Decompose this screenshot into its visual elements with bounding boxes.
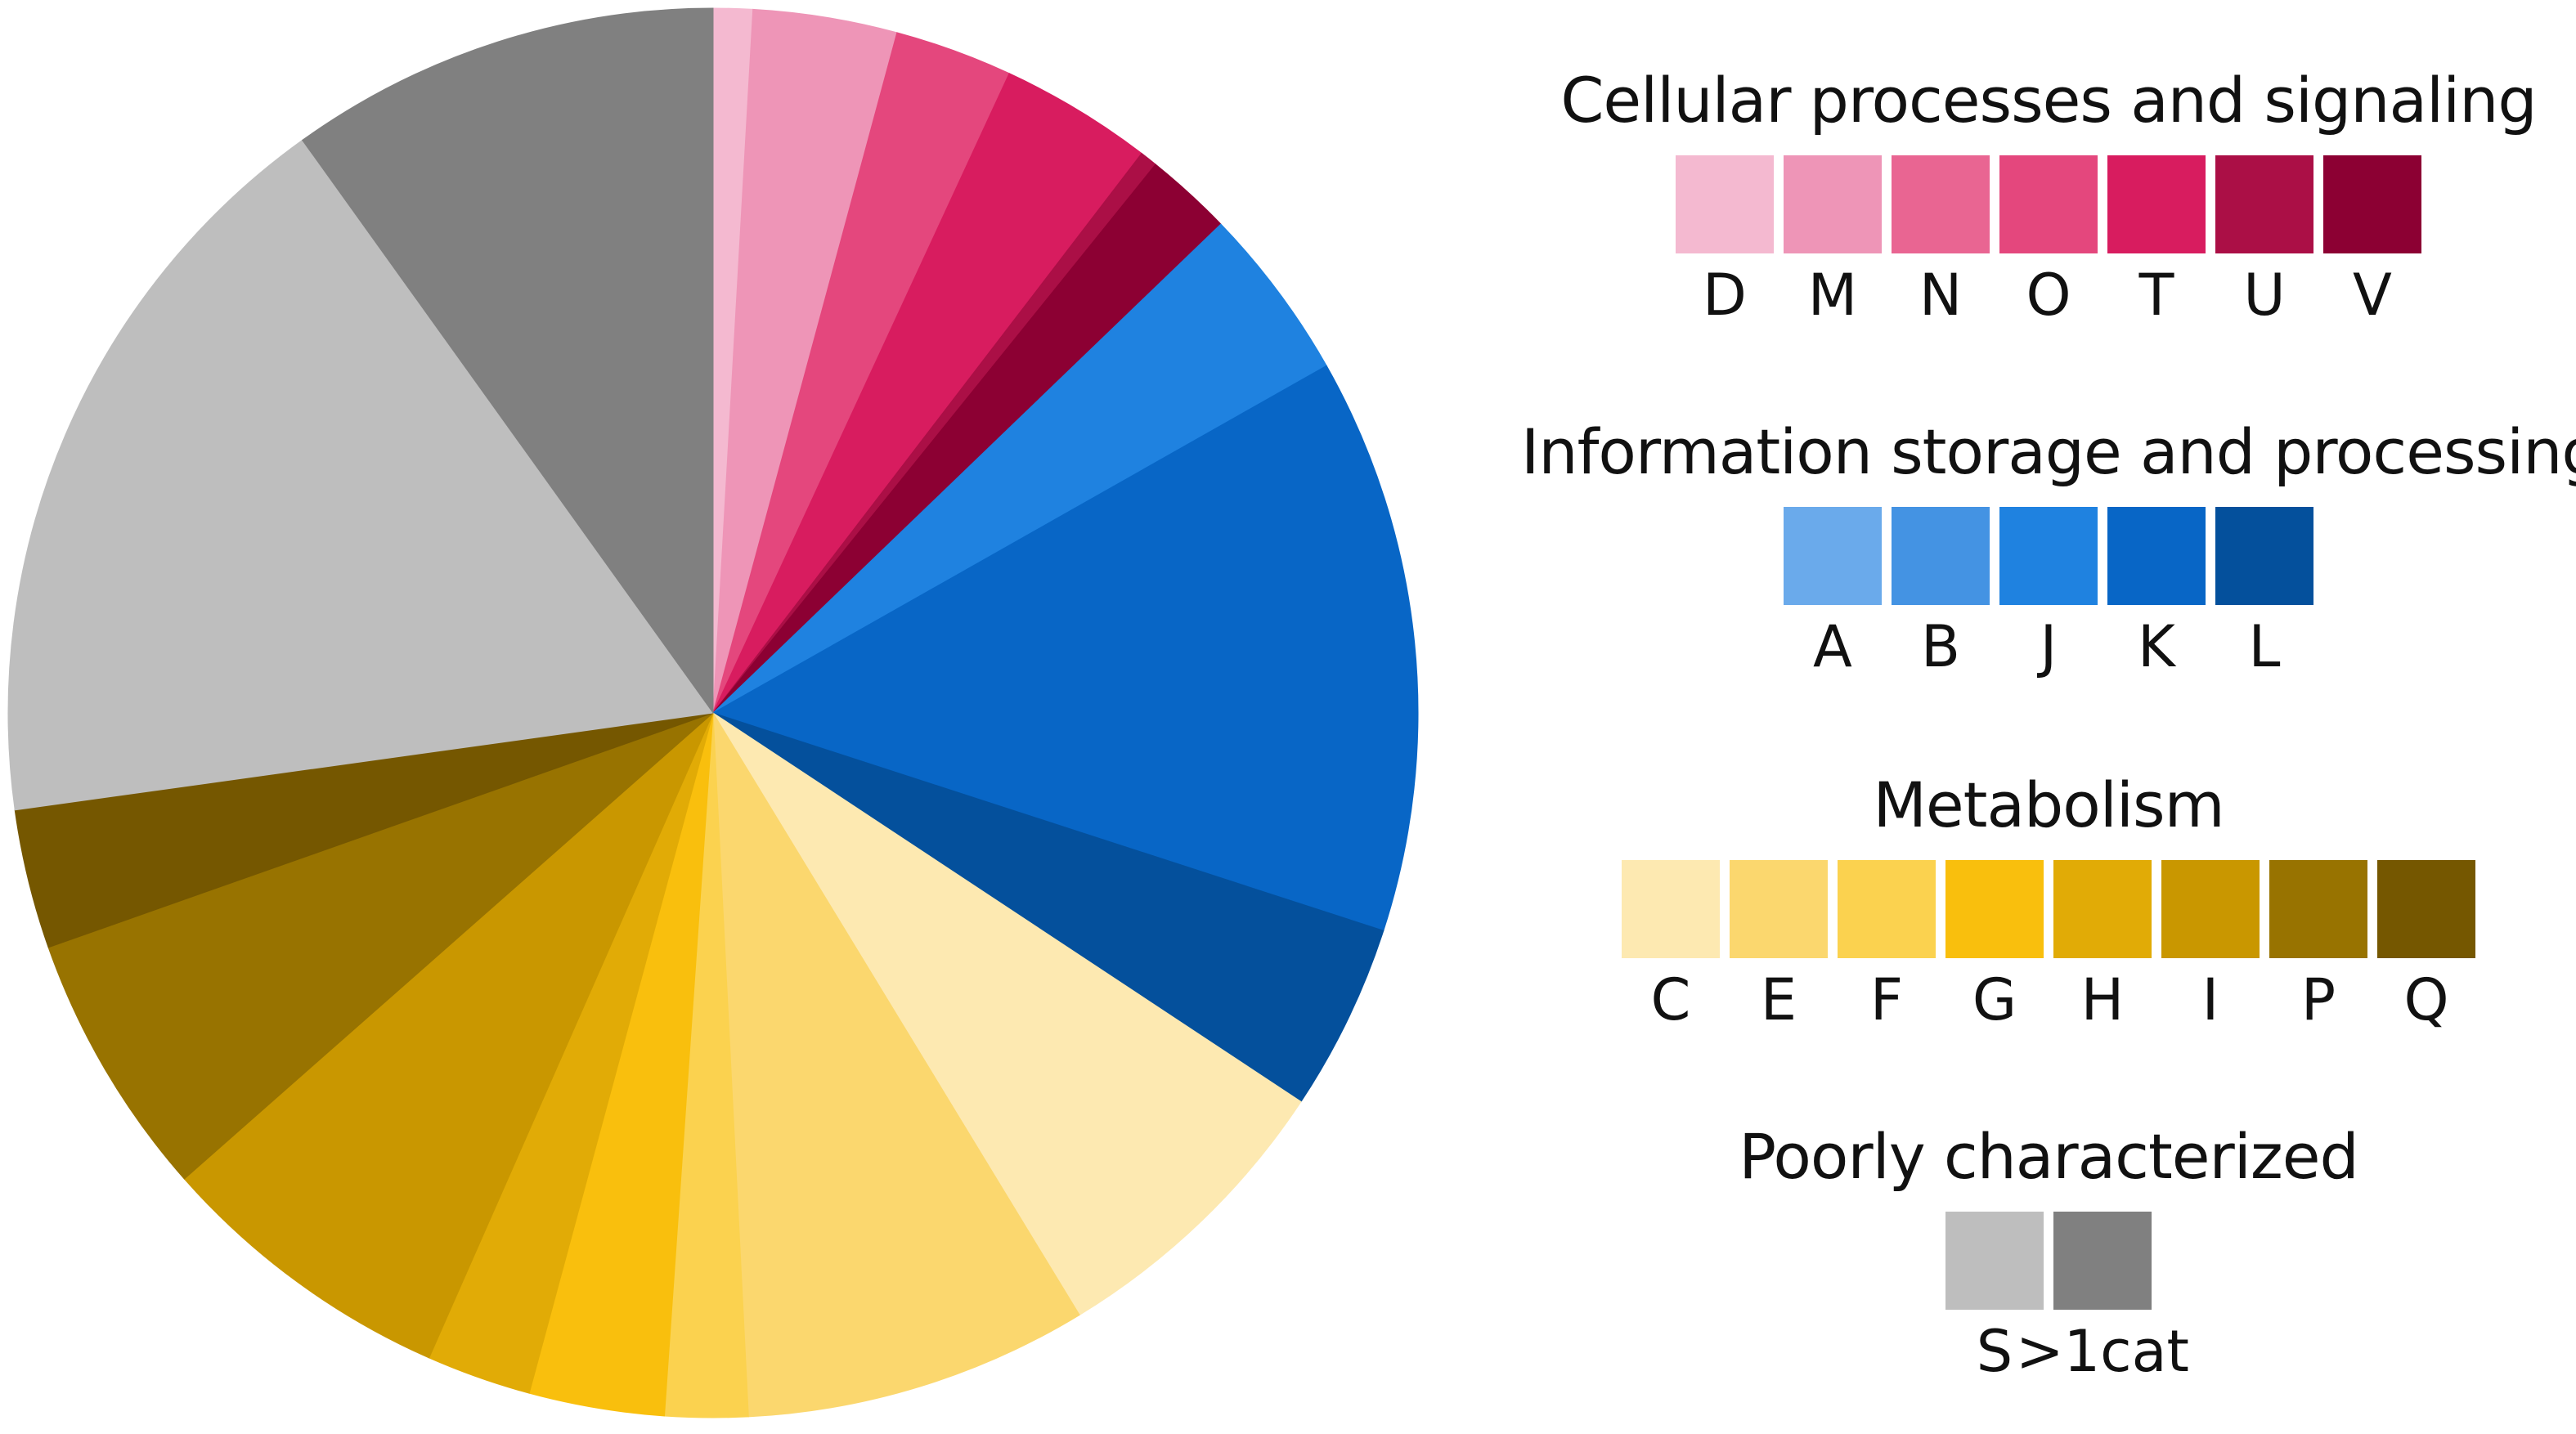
legend-swatch-o	[1999, 155, 2098, 253]
legend-item-b: B	[1892, 507, 1990, 680]
pie-slice-e	[712, 712, 1080, 1418]
legend-swatch-1cat	[2053, 1212, 2152, 1310]
pie-slice-p	[47, 712, 714, 1180]
legend-swatch-a	[1784, 507, 1882, 605]
legend-item-t: T	[2107, 155, 2206, 329]
legend-swatch-l	[2215, 507, 2313, 605]
legend-label: N	[1919, 262, 1963, 329]
legend-label: I	[2201, 966, 2219, 1033]
legend-swatch-row: S >1cat	[1521, 1212, 2576, 1385]
legend-item-a: A	[1784, 507, 1882, 680]
legend-label: O	[2026, 262, 2071, 329]
legend-label: T	[2138, 262, 2174, 329]
legend-label: D	[1703, 262, 1747, 329]
legend-item-q: Q	[2377, 860, 2475, 1033]
legend-swatch-b	[1892, 507, 1990, 605]
legend-item-m: M	[1784, 155, 1882, 329]
legend-item-u: U	[2215, 155, 2313, 329]
pie-slice-s	[7, 139, 714, 811]
pie-slice-c	[712, 712, 1302, 1316]
legend-label: U	[2243, 262, 2286, 329]
legend-label: G	[1972, 966, 2017, 1033]
legend-label: L	[2248, 613, 2281, 680]
legend-group-information: Information storage and processing A B J K L	[1521, 415, 2576, 680]
legend-item-d: D	[1676, 155, 1774, 329]
legend-swatch-n	[1892, 155, 1990, 253]
legend-label: B	[1920, 613, 1961, 680]
pie-slice-i	[183, 712, 714, 1359]
legend-swatch-j	[1999, 507, 2098, 605]
legend-item-f: F	[1838, 860, 1936, 1033]
pie-slice-1cat	[302, 7, 714, 715]
legend-swatch-c	[1622, 860, 1720, 958]
legend-item-c: C	[1622, 860, 1720, 1033]
legend-item-v: V	[2323, 155, 2421, 329]
legend-swatch-i	[2161, 860, 2260, 958]
legend-label: K	[2138, 613, 2175, 680]
legend-swatch-q	[2377, 860, 2475, 958]
legend-item-s: S	[1945, 1212, 2044, 1385]
legend-item-p: P	[2269, 860, 2367, 1033]
legend-label: V	[2353, 262, 2392, 329]
legend-swatch-s	[1945, 1212, 2044, 1310]
legend-label: P	[2300, 966, 2336, 1033]
legend-swatch-v	[2323, 155, 2421, 253]
legend-title: Poorly characterized	[1739, 1120, 2359, 1193]
legend-label: Q	[2403, 966, 2449, 1033]
legend-item-1cat: >1cat	[2016, 1212, 2189, 1385]
legend-swatch-t	[2107, 155, 2206, 253]
legend-swatch-e	[1730, 860, 1828, 958]
legend-item-j: J	[1999, 507, 2098, 680]
legend-swatch-f	[1838, 860, 1936, 958]
legend-item-l: L	[2215, 507, 2313, 680]
legend-label: E	[1760, 966, 1797, 1033]
legend-item-o: O	[1999, 155, 2098, 329]
legend-swatch-p	[2269, 860, 2367, 958]
legend-swatch-h	[2053, 860, 2152, 958]
legend-label: M	[1807, 262, 1858, 329]
legend-label: >1cat	[2015, 1318, 2190, 1385]
legend-swatch-g	[1945, 860, 2044, 958]
pie-slice-k	[711, 365, 1419, 932]
legend-title: Cellular processes and signaling	[1560, 64, 2537, 137]
legend-swatch-u	[2215, 155, 2313, 253]
legend-item-g: G	[1945, 860, 2044, 1033]
pie-chart	[7, 7, 1419, 1418]
legend-item-k: K	[2107, 507, 2206, 680]
legend-item-h: H	[2053, 860, 2152, 1033]
legend-title: Metabolism	[1873, 769, 2224, 841]
legend-swatch-k	[2107, 507, 2206, 605]
pie-slice-l	[712, 712, 1384, 1103]
legend-item-e: E	[1730, 860, 1828, 1033]
legend-swatch-m	[1784, 155, 1882, 253]
legend-item-n: N	[1892, 155, 1990, 329]
legend-label: J	[2040, 613, 2058, 680]
legend-label: H	[2080, 966, 2125, 1033]
legend-label: F	[1869, 966, 1904, 1033]
legend-title: Information storage and processing	[1521, 415, 2576, 488]
legend-label: C	[1650, 966, 1691, 1033]
pie-slice-j	[712, 223, 1327, 714]
legend-item-i: I	[2161, 860, 2260, 1033]
legend-label: A	[1813, 613, 1852, 680]
legend-swatch-d	[1676, 155, 1774, 253]
legend-group-poorly-characterized: Poorly characterized S >1cat	[1521, 1120, 2576, 1385]
legend-label: S	[1976, 1318, 2013, 1385]
